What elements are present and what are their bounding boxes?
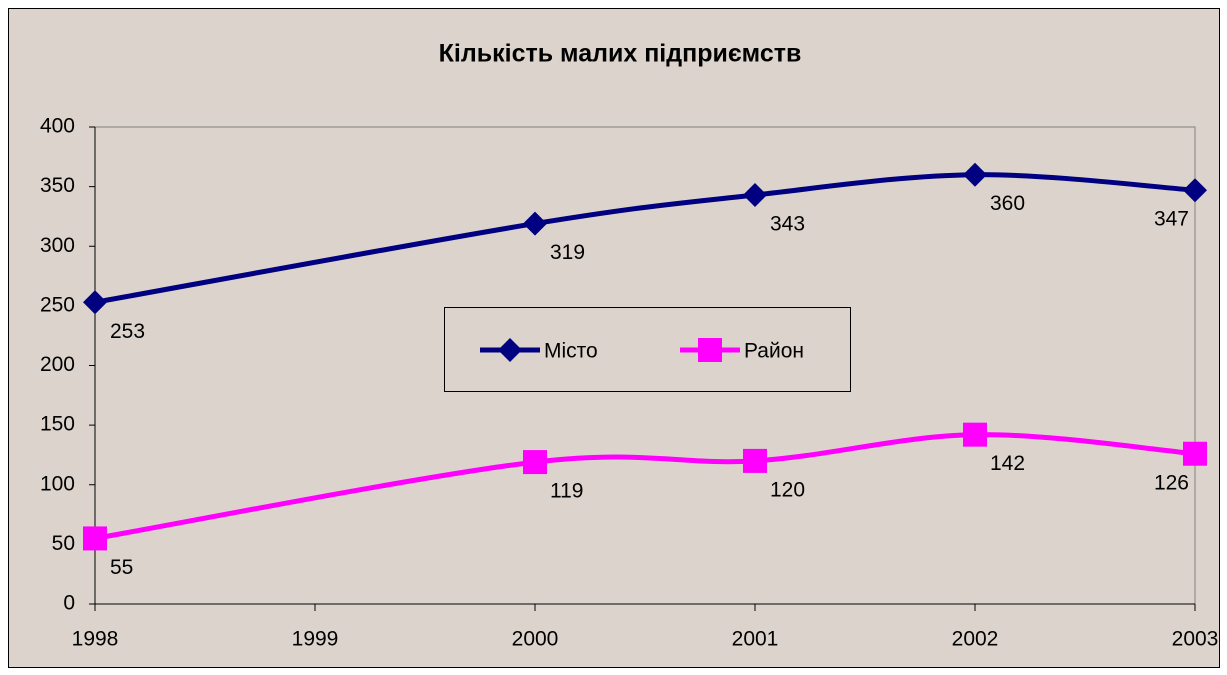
series-line — [94, 432, 1196, 541]
data-point — [83, 526, 107, 551]
data-point — [963, 162, 987, 187]
x-tick-label: 2000 — [512, 628, 559, 651]
data-label: 319 — [550, 241, 585, 264]
data-label: 347 — [1154, 208, 1189, 231]
data-label: 360 — [990, 192, 1025, 215]
legend-label: Район — [744, 340, 804, 363]
chart-background — [8, 8, 1220, 668]
data-label: 55 — [110, 556, 133, 579]
data-label: 120 — [770, 478, 805, 501]
y-tick-label: 0 — [63, 592, 75, 615]
data-point — [83, 290, 107, 315]
x-tick-label: 1999 — [292, 628, 339, 651]
y-tick-label: 100 — [40, 472, 75, 495]
y-tick-label: 300 — [40, 234, 75, 257]
y-tick-label: 350 — [40, 174, 75, 197]
y-tick-label: 150 — [40, 413, 75, 436]
x-tick-label: 2003 — [1172, 628, 1219, 651]
data-label: 253 — [110, 320, 145, 343]
legend-box — [444, 307, 851, 392]
y-tick-label: 250 — [40, 293, 75, 316]
data-label: 119 — [550, 480, 583, 503]
x-tick-label: 2002 — [952, 628, 999, 651]
y-tick-label: 200 — [40, 353, 75, 376]
data-point — [963, 422, 987, 447]
data-point — [1183, 178, 1207, 203]
data-point — [1183, 441, 1207, 466]
x-tick-label: 2001 — [732, 628, 779, 651]
data-point — [523, 211, 547, 236]
data-point — [743, 448, 767, 473]
data-point — [743, 182, 767, 207]
y-tick-label: 50 — [52, 532, 75, 555]
y-tick-label: 400 — [40, 115, 75, 138]
x-tick-label: 1998 — [72, 628, 119, 651]
series-line — [94, 172, 1196, 305]
chart-title: Кількість малих підприємств — [439, 40, 802, 68]
legend-marker — [698, 338, 722, 362]
data-point — [523, 450, 547, 475]
legend-label: Місто — [544, 340, 598, 363]
data-label: 142 — [990, 452, 1025, 475]
data-label: 126 — [1154, 471, 1189, 494]
data-label: 343 — [770, 213, 805, 236]
legend-marker — [498, 338, 522, 362]
